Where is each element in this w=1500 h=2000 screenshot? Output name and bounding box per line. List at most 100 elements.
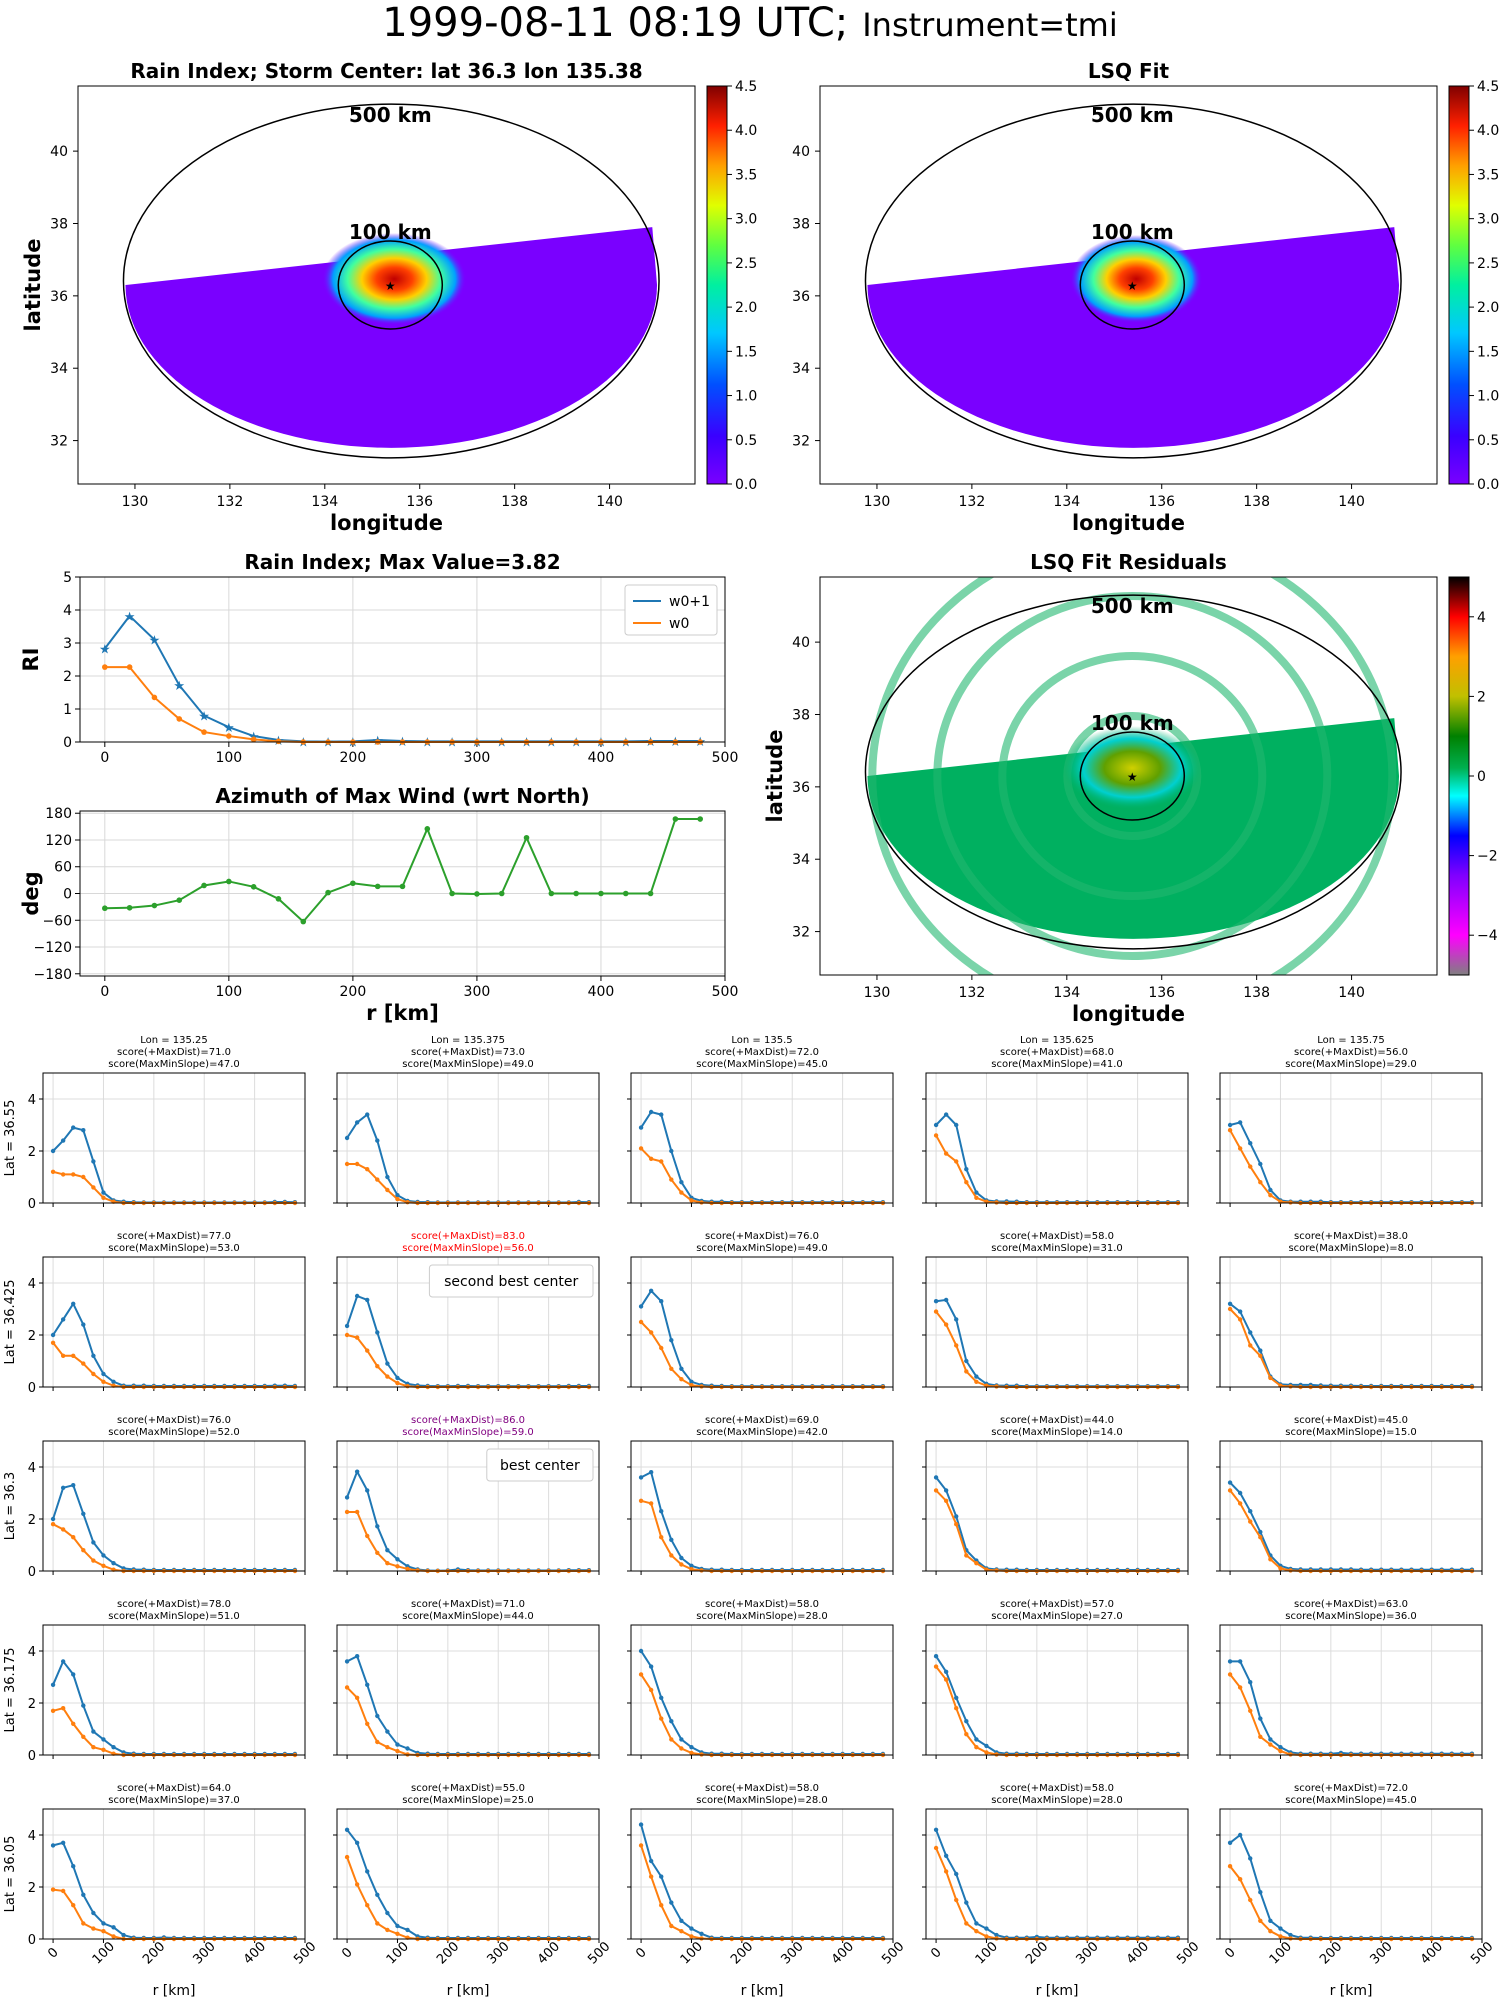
data-point (176, 897, 183, 903)
cell-data-point (395, 1931, 400, 1937)
cell-data-point (81, 1128, 86, 1133)
cell-series-line (935, 1489, 1178, 1572)
cell-score-slope: score(MaxMinSlope)=31.0 (991, 1243, 1122, 1254)
y-tick-label: 120 (45, 833, 72, 849)
cell-score-maxdist: score(+MaxDist)=56.0 (1294, 1047, 1408, 1058)
x-tick-label: 134 (1053, 494, 1080, 510)
candidate-cell: score(MaxMinSlope)=36.0score(+MaxDist)=6… (1216, 1599, 1483, 1759)
x-tick-label: 100 (90, 1939, 118, 1967)
cell-score-slope: score(MaxMinSlope)=41.0 (991, 1059, 1122, 1070)
cell-data-point (964, 1180, 969, 1185)
cell-data-point (71, 1903, 76, 1908)
cell-score-slope: score(MaxMinSlope)=42.0 (696, 1427, 827, 1438)
cell-score-maxdist: score(+MaxDist)=55.0 (411, 1783, 525, 1794)
cell-data-point (1268, 1557, 1273, 1562)
cell-data-point (1258, 1529, 1263, 1535)
ring-500km-label: 500 km (1091, 594, 1174, 618)
cell-x-axis-label: r [km] (153, 1983, 196, 1999)
cell-data-point (365, 1297, 370, 1303)
cell-data-point (964, 1369, 969, 1374)
x-tick-label: 500 (1468, 1939, 1496, 1967)
cell-score-slope: score(MaxMinSlope)=36.0 (1285, 1611, 1416, 1622)
cell-data-point (669, 1923, 674, 1929)
cell-data-point (101, 1563, 106, 1569)
data-point (126, 664, 133, 670)
data-point (102, 905, 108, 912)
colorbar-tick-label: 1.0 (1477, 389, 1499, 405)
cell-score-maxdist: score(+MaxDist)=64.0 (117, 1783, 231, 1794)
y-tick-label: 36 (792, 780, 810, 796)
cell-data-point (405, 1927, 410, 1933)
x-tick-label: 0 (339, 1945, 355, 1961)
x-tick-label: 138 (1243, 494, 1270, 510)
x-tick-label: 300 (464, 750, 491, 766)
cell-data-point (1237, 1317, 1243, 1322)
cell-data-point (60, 1706, 66, 1711)
cell-series-line (52, 1126, 295, 1204)
map-frame (819, 576, 1438, 976)
x-tick-label: 100 (384, 1939, 412, 1967)
cell-data-point (1237, 1685, 1243, 1690)
cell-score-slope: score(MaxMinSlope)=56.0 (402, 1243, 533, 1254)
x-tick-label: 400 (535, 1939, 563, 1967)
y-tick-label: −180 (34, 967, 72, 983)
x-tick-label: 200 (728, 1939, 756, 1967)
candidate-cell: score(MaxMinSlope)=28.0score(+MaxDist)=5… (922, 1783, 1202, 1999)
data-point (250, 884, 257, 890)
cell-data-point (638, 1648, 644, 1654)
chart-frame (79, 810, 726, 977)
cell-score-slope: score(MaxMinSlope)=45.0 (696, 1059, 827, 1070)
cell-data-point (375, 1921, 380, 1926)
chart-title: Rain Index; Max Value=3.82 (244, 550, 560, 574)
cell-score-maxdist: score(+MaxDist)=57.0 (1000, 1599, 1114, 1610)
cell-data-point (933, 1475, 939, 1480)
x-tick-label: 138 (1243, 985, 1270, 1001)
cell-data-point (1258, 1353, 1263, 1359)
candidate-cell: score(MaxMinSlope)=28.0score(+MaxDist)=5… (627, 1599, 894, 1759)
swath-region (125, 227, 658, 448)
map-title: Rain Index; Storm Center: lat 36.3 lon 1… (130, 59, 642, 83)
cell-data-point (71, 1721, 76, 1727)
cell-series-line (935, 1829, 1178, 1939)
rain-blob (1070, 235, 1203, 323)
cell-data-point (1258, 1535, 1263, 1540)
cell-data-point (954, 1514, 959, 1519)
cell-data-point (933, 1827, 939, 1833)
cell-series-line (1229, 1865, 1472, 1940)
cell-data-point (659, 1874, 664, 1879)
colorbar-tick-label: 2.0 (1477, 300, 1499, 316)
data-point (474, 891, 480, 897)
x-tick-label: 140 (1338, 494, 1365, 510)
x-tick-label: 400 (588, 984, 615, 1000)
data-point (647, 890, 654, 897)
cell-data-point (933, 1309, 939, 1314)
cell-data-point (81, 1548, 86, 1553)
y-tick-label: 38 (50, 216, 68, 232)
y-tick-label: 1 (63, 702, 72, 718)
cell-data-point (344, 1827, 350, 1833)
cell-data-point (964, 1167, 969, 1172)
series-line-0 (104, 614, 701, 743)
cell-series-line (346, 1469, 589, 1572)
candidate-cell: score(MaxMinSlope)=15.0score(+MaxDist)=4… (1216, 1415, 1483, 1575)
data-point (102, 664, 108, 670)
cell-data-point (385, 1548, 390, 1553)
cell-data-point (344, 1135, 350, 1141)
cell-data-point (405, 1752, 410, 1757)
cell-data-point (385, 1374, 390, 1379)
cell-data-point (81, 1174, 86, 1180)
colorbar-tick-label: 0.5 (1477, 433, 1499, 449)
cell-data-point (943, 1322, 949, 1327)
cell-data-point (101, 1190, 106, 1195)
x-tick-label: 130 (864, 494, 891, 510)
cell-data-point (344, 1659, 350, 1664)
data-point (151, 694, 158, 701)
cell-data-point (669, 1338, 674, 1343)
candidate-cell: score(MaxMinSlope)=27.0score(+MaxDist)=5… (922, 1599, 1189, 1759)
cell-data-point (984, 1934, 989, 1939)
cell-tag-label: second best center (444, 1274, 578, 1290)
x-tick-label: 100 (678, 1939, 706, 1967)
cell-data-point (405, 1746, 410, 1751)
cell-data-point (648, 1858, 654, 1864)
cell-data-point (365, 1721, 370, 1727)
